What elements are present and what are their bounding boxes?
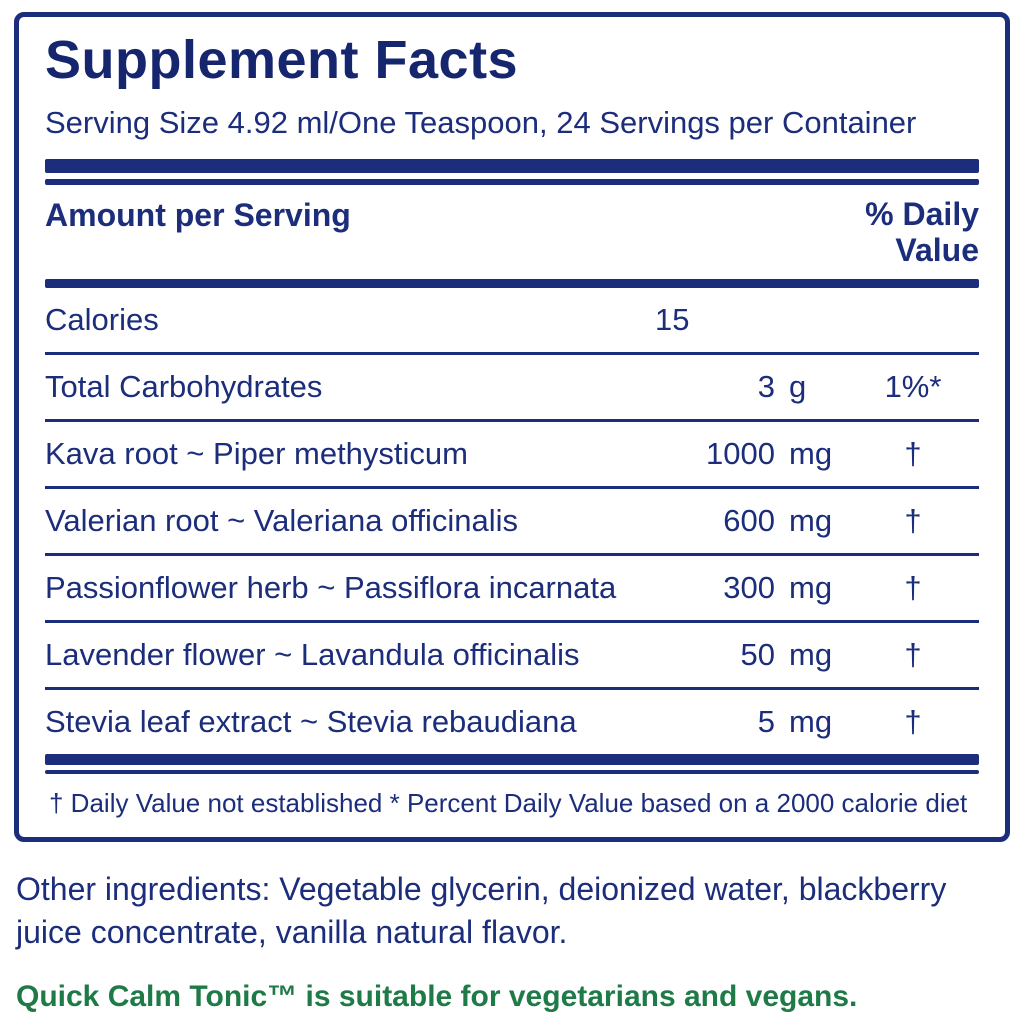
row-name: Calories — [45, 301, 159, 337]
row-daily-value: 1%* — [884, 368, 942, 404]
row-amount: 1000 — [706, 435, 775, 471]
row-amount: 300 — [723, 569, 775, 605]
row-daily-value: † — [904, 435, 922, 471]
row-unit: mg — [789, 435, 833, 471]
table-row: Lavender flower ~ Lavandula officinalis … — [45, 619, 979, 687]
row-daily-value: † — [904, 569, 922, 605]
supplement-facts-panel: Supplement Facts Serving Size 4.92 ml/On… — [14, 12, 1010, 842]
row-name: Total Carbohydrates — [45, 368, 323, 404]
divider-bar-thick — [45, 159, 979, 173]
row-daily-value: † — [904, 703, 922, 739]
divider-bar-thick-bottom — [45, 753, 979, 765]
row-amount: 600 — [723, 502, 775, 538]
row-unit: mg — [789, 703, 833, 739]
row-name: Lavender flower ~ Lavandula officinalis — [45, 636, 580, 672]
row-daily-value: † — [904, 636, 922, 672]
row-amount: 15 — [655, 301, 690, 337]
divider-bar-medium — [45, 278, 979, 288]
table-row: Calories 15 — [45, 288, 979, 352]
vegan-statement: Quick Calm Tonic™ is suitable for vegeta… — [16, 980, 858, 1014]
table-header-row: Amount per Serving % Daily Value — [45, 185, 979, 279]
table-row: Kava root ~ Piper methysticum 1000 mg † — [45, 418, 979, 486]
column-header-daily-value: % Daily Value — [865, 196, 979, 269]
row-daily-value: † — [904, 502, 922, 538]
row-unit: mg — [789, 636, 833, 672]
divider-bar-thin-bottom — [45, 769, 979, 774]
row-unit: mg — [789, 502, 833, 538]
row-name: Kava root ~ Piper methysticum — [45, 435, 468, 471]
row-unit: mg — [789, 569, 833, 605]
row-name: Valerian root ~ Valeriana officinalis — [45, 502, 519, 538]
table-row: Stevia leaf extract ~ Stevia rebaudiana … — [45, 686, 979, 754]
facts-table: Calories 15 Total Carbohydrates 3 g 1%* … — [45, 288, 979, 754]
row-amount: 3 — [757, 368, 775, 404]
daily-value-line1: % Daily — [865, 196, 979, 232]
row-name: Stevia leaf extract ~ Stevia rebaudiana — [45, 703, 577, 739]
daily-value-line2: Value — [895, 231, 979, 268]
row-amount: 5 — [757, 703, 775, 739]
serving-size-line: Serving Size 4.92 ml/One Teaspoon, 24 Se… — [45, 105, 917, 140]
row-name: Passionflower herb ~ Passiflora incarnat… — [45, 569, 617, 605]
table-row: Passionflower herb ~ Passiflora incarnat… — [45, 552, 979, 620]
panel-title: Supplement Facts — [45, 30, 519, 90]
table-row: Total Carbohydrates 3 g 1%* — [45, 351, 979, 419]
column-header-amount: Amount per Serving — [45, 197, 351, 233]
table-row: Valerian root ~ Valeriana officinalis 60… — [45, 485, 979, 553]
footnote: † Daily Value not established * Percent … — [49, 787, 968, 818]
row-amount: 50 — [740, 636, 775, 672]
row-unit: g — [789, 368, 807, 404]
divider-bar-thin — [45, 179, 979, 185]
other-ingredients: Other ingredients: Vegetable glycerin, d… — [16, 870, 947, 950]
